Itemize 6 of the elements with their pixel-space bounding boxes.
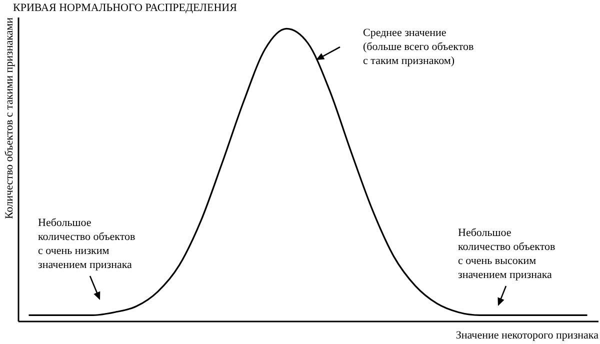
x-axis-title: Значение некоторого признака	[456, 330, 599, 342]
y-axis-title: Количество объектов с такими признаками	[4, 17, 16, 220]
annotation: Небольшое количество объектов с очень высоким значением признака	[458, 227, 556, 281]
chart-title: КРИВАЯ НОРМАЛЬНОГО РАСПРЕДЕЛЕНИЯ	[13, 2, 238, 14]
annotation: Небольшое количество объектов с очень низким значением признака	[38, 217, 136, 271]
annotation: Среднее значение (больше всего объектов с таким признаком)	[363, 27, 474, 67]
